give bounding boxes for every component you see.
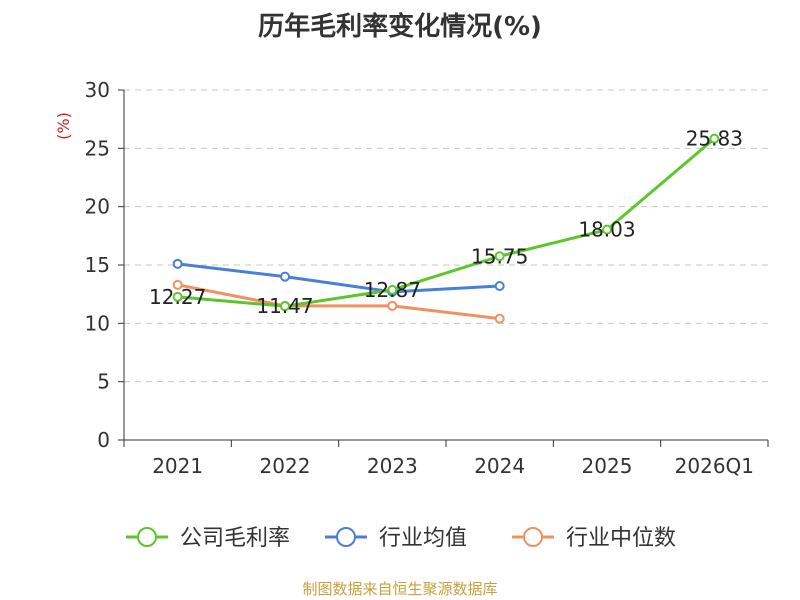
legend-label: 行业均值 bbox=[379, 526, 467, 551]
x-tick-label: 2022 bbox=[260, 454, 311, 478]
y-tick-label: 30 bbox=[85, 78, 110, 102]
data-point bbox=[494, 251, 505, 262]
x-tick-label: 2025 bbox=[582, 454, 633, 478]
data-label: 25.83 bbox=[686, 127, 743, 151]
legend-swatch-marker bbox=[336, 527, 356, 547]
data-point bbox=[602, 224, 612, 235]
data-point bbox=[280, 271, 290, 282]
data-point bbox=[387, 284, 398, 295]
legend-swatch-marker bbox=[523, 527, 543, 547]
y-tick-label: 15 bbox=[85, 253, 110, 277]
legend-swatch-marker bbox=[137, 527, 157, 547]
y-tick-label: 25 bbox=[85, 136, 110, 160]
series-line bbox=[177, 262, 500, 294]
y-tick-label: 5 bbox=[97, 370, 110, 394]
chart-title: 历年毛利率变化情况(%) bbox=[258, 12, 542, 42]
series-line bbox=[177, 283, 500, 321]
legend-label: 行业中位数 bbox=[566, 526, 676, 551]
x-tick-label: 2026Q1 bbox=[675, 454, 754, 478]
legend-label: 公司毛利率 bbox=[180, 526, 290, 551]
y-axis-label: (%) bbox=[54, 112, 73, 140]
x-tick-label: 2021 bbox=[152, 454, 203, 478]
data-label: 15.75 bbox=[471, 244, 528, 268]
data-point bbox=[494, 313, 505, 324]
data-point bbox=[172, 258, 183, 269]
data-point bbox=[280, 301, 290, 312]
data-point bbox=[172, 291, 183, 302]
data-point bbox=[709, 133, 720, 144]
data-label: 12.27 bbox=[149, 285, 206, 309]
data-label: 18.03 bbox=[578, 218, 635, 242]
data-point bbox=[494, 281, 505, 291]
series-line bbox=[177, 137, 716, 308]
data-label: 11.47 bbox=[256, 294, 313, 318]
data-label: 12.87 bbox=[364, 278, 421, 302]
x-tick-label: 2024 bbox=[474, 454, 525, 478]
x-tick-label: 2023 bbox=[367, 454, 418, 478]
source-label: 制图数据来自恒生聚源数据库 bbox=[302, 580, 498, 598]
y-tick-label: 10 bbox=[85, 311, 110, 335]
y-tick-label: 0 bbox=[97, 428, 110, 452]
data-point bbox=[387, 300, 398, 311]
data-point bbox=[172, 279, 183, 290]
y-tick-label: 20 bbox=[85, 195, 110, 219]
